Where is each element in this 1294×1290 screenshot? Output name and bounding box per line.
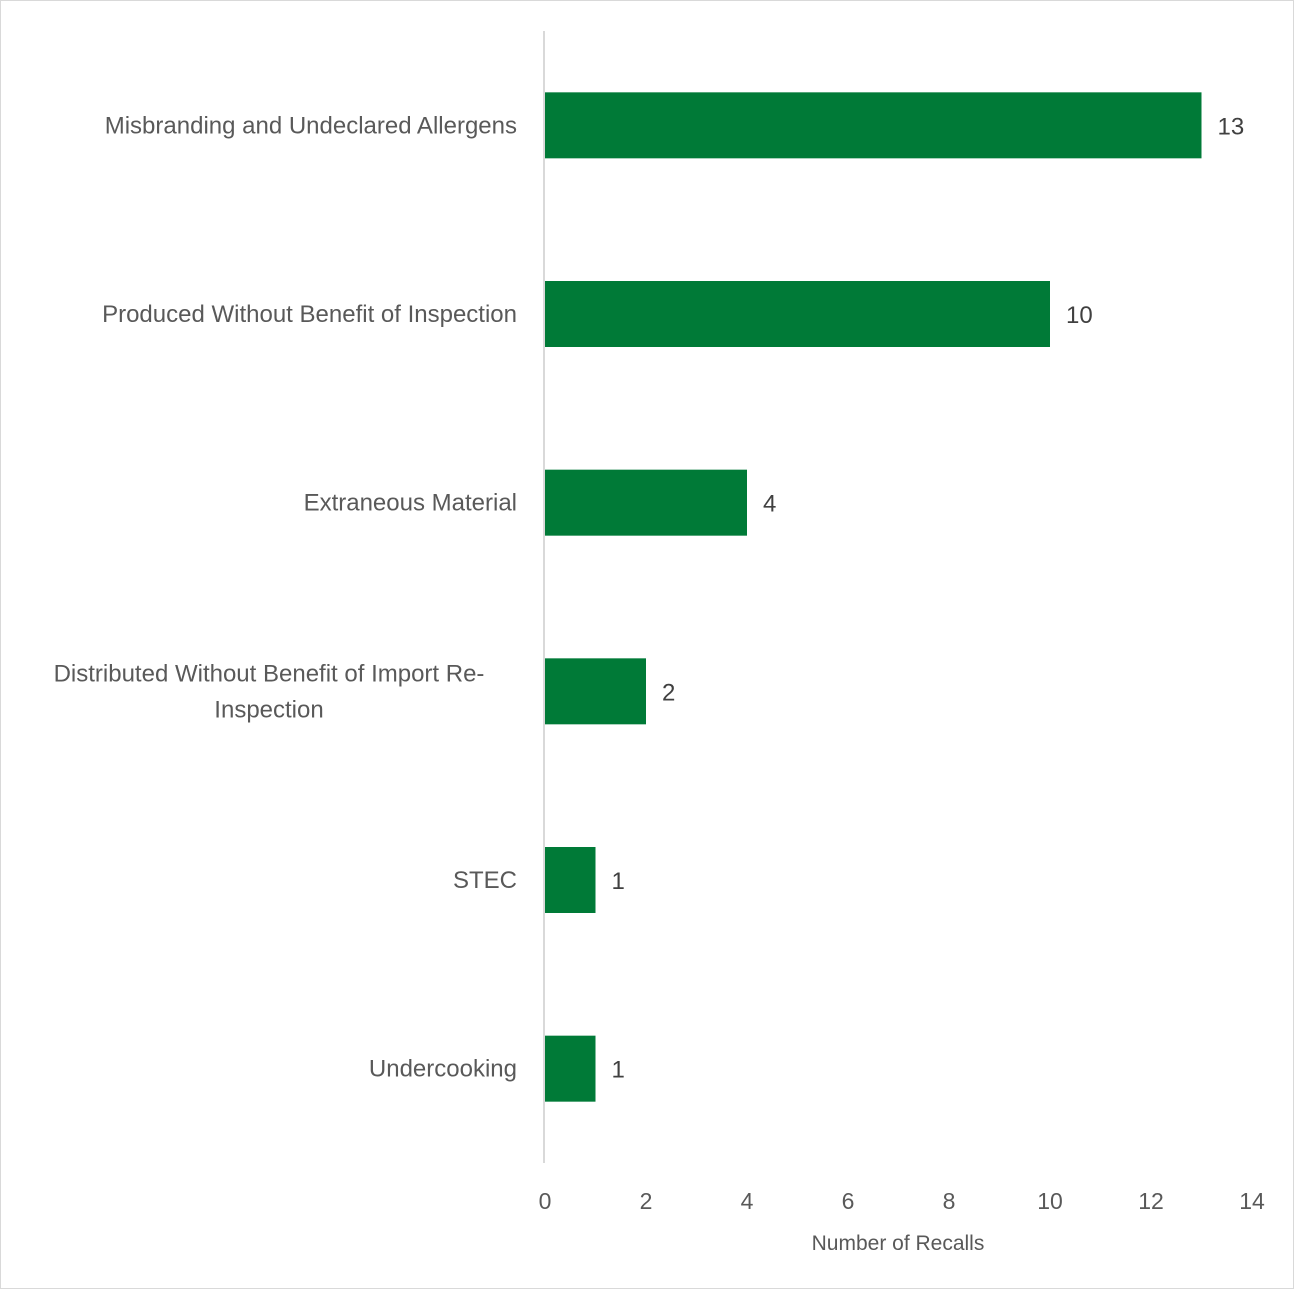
data-label: 1 bbox=[612, 1057, 625, 1084]
category-label-line: Misbranding and Undeclared Allergens bbox=[105, 112, 517, 139]
x-tick-label: 10 bbox=[1037, 1188, 1063, 1214]
bar bbox=[545, 281, 1050, 347]
x-tick-label: 4 bbox=[741, 1188, 754, 1214]
bar bbox=[545, 1035, 596, 1102]
category-label-line: Produced Without Benefit of Inspection bbox=[102, 301, 517, 328]
data-label: 2 bbox=[662, 679, 675, 706]
bar bbox=[545, 847, 596, 913]
data-label: 10 bbox=[1066, 302, 1093, 329]
category-label: Distributed Without Benefit of Import Re… bbox=[54, 660, 485, 723]
x-tick-label: 2 bbox=[640, 1188, 653, 1214]
bar bbox=[545, 92, 1202, 159]
data-label: 13 bbox=[1218, 113, 1245, 140]
category-label: Undercooking bbox=[369, 1056, 517, 1083]
category-label: Extraneous Material bbox=[304, 490, 517, 517]
bar bbox=[545, 469, 747, 536]
x-tick-label: 12 bbox=[1138, 1188, 1164, 1214]
bar bbox=[545, 658, 646, 725]
x-tick-label: 8 bbox=[943, 1188, 956, 1214]
data-label: 1 bbox=[612, 868, 625, 895]
category-label-line: Inspection bbox=[214, 696, 323, 723]
x-tick-label: 0 bbox=[539, 1188, 552, 1214]
category-labels: Misbranding and Undeclared Allergens Prod… bbox=[54, 112, 517, 1082]
x-tick-label: 14 bbox=[1239, 1188, 1265, 1214]
category-label-line: Extraneous Material bbox=[304, 490, 517, 517]
x-tick-label: 6 bbox=[842, 1188, 855, 1214]
category-label: STEC bbox=[453, 867, 517, 894]
category-label-line: Undercooking bbox=[369, 1056, 517, 1083]
category-label: Misbranding and Undeclared Allergens bbox=[105, 112, 517, 139]
x-axis-title: Number of Recalls bbox=[812, 1232, 985, 1255]
x-tick-labels: 0 2 4 6 8 10 12 14 bbox=[539, 1188, 1265, 1214]
category-label: Produced Without Benefit of Inspection bbox=[102, 301, 517, 328]
bars-group bbox=[545, 92, 1202, 1102]
data-label: 4 bbox=[763, 491, 776, 518]
category-label-line: STEC bbox=[453, 867, 517, 894]
category-label-line: Distributed Without Benefit of Import Re… bbox=[54, 660, 485, 687]
data-labels: 13 10 4 2 1 1 bbox=[612, 113, 1245, 1083]
